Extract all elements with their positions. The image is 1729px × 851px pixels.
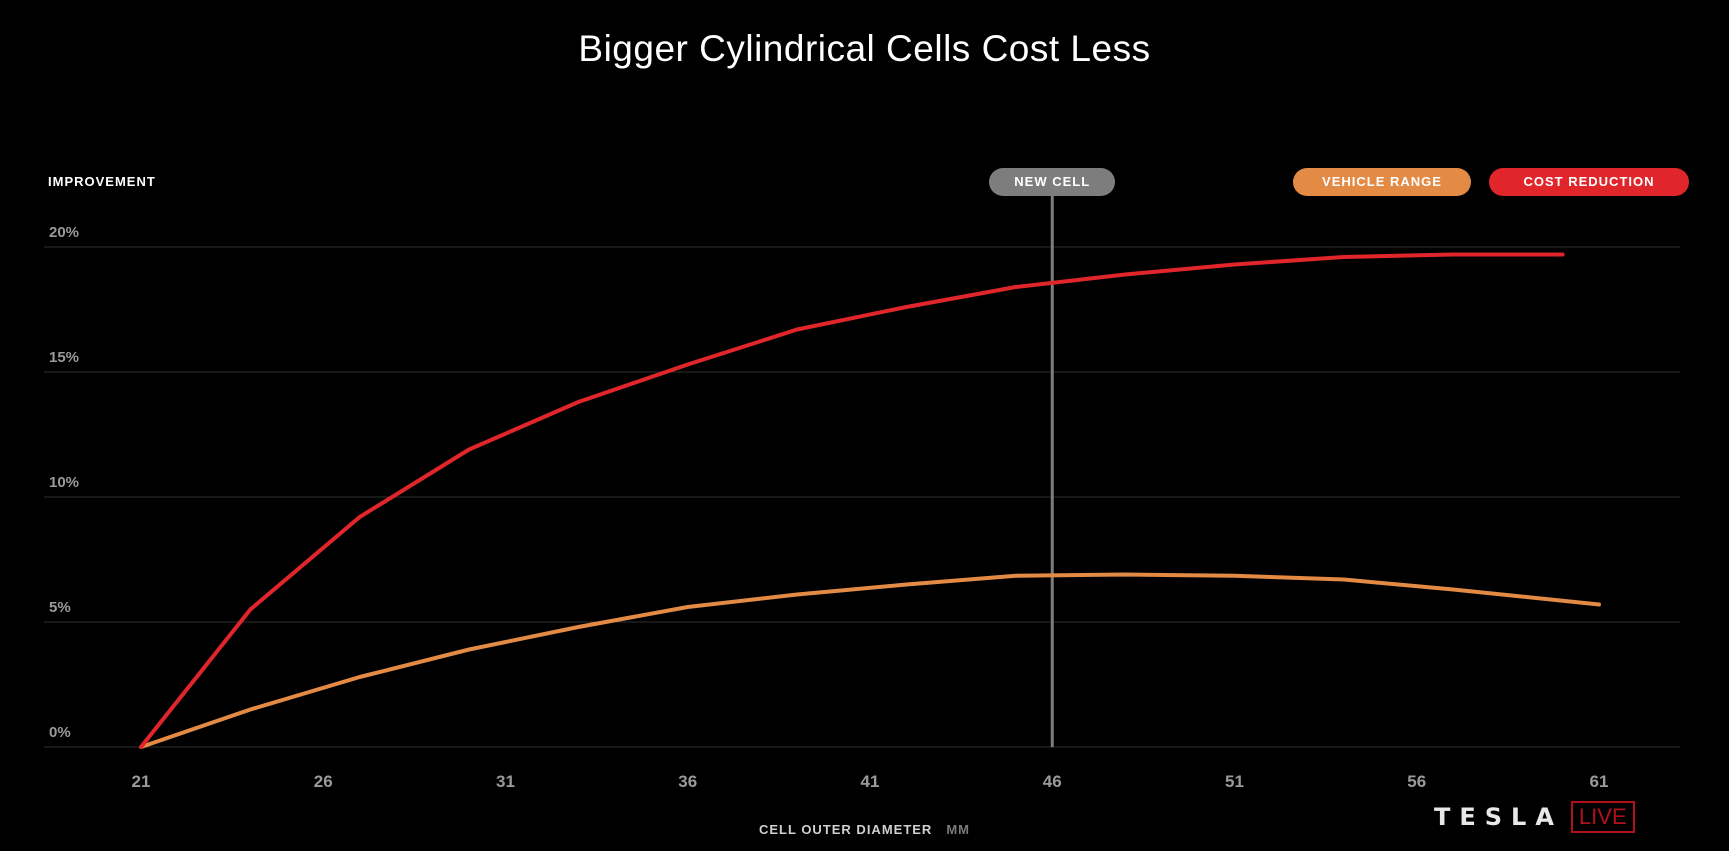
legend-cost-reduction-label: COST REDUCTION: [1523, 174, 1655, 189]
y-tick-label: 10%: [49, 474, 79, 491]
y-tick-label: 5%: [49, 599, 71, 616]
x-tick-label: 56: [1407, 772, 1426, 791]
chart-title: Bigger Cylindrical Cells Cost Less: [578, 28, 1151, 69]
new-cell-badge-label: NEW CELL: [1014, 174, 1091, 189]
legend-cost-reduction: COST REDUCTION: [1489, 168, 1689, 196]
y-tick-label: 15%: [49, 349, 79, 366]
legend-vehicle-range: VEHICLE RANGE: [1293, 168, 1471, 196]
x-tick-label: 36: [678, 772, 697, 791]
new-cell-badge: NEW CELL: [989, 168, 1116, 196]
legend-vehicle-range-label: VEHICLE RANGE: [1322, 174, 1442, 189]
x-tick-label: 51: [1225, 772, 1244, 791]
x-axis-unit: MM: [946, 822, 970, 837]
x-tick-label: 31: [496, 772, 515, 791]
x-tick-label: 21: [132, 772, 151, 791]
y-axis-label: IMPROVEMENT: [48, 174, 156, 189]
vehicle-range-line: [139, 572, 1601, 749]
cost-reduction-line: [139, 252, 1565, 749]
x-tick-label: 61: [1590, 772, 1609, 791]
tesla-live-logo: TESLA LIVE: [1434, 800, 1635, 834]
x-axis-label: CELL OUTER DIAMETER MM: [0, 822, 1729, 837]
live-badge: LIVE: [1570, 801, 1635, 833]
x-axis-label-text: CELL OUTER DIAMETER: [759, 822, 933, 837]
x-tick-label: 26: [314, 772, 333, 791]
y-tick-label: 20%: [49, 224, 79, 241]
tesla-wordmark: TESLA: [1434, 803, 1563, 831]
y-tick-label: 0%: [49, 724, 71, 741]
x-tick-label: 46: [1043, 772, 1062, 791]
x-tick-label: 41: [861, 772, 880, 791]
